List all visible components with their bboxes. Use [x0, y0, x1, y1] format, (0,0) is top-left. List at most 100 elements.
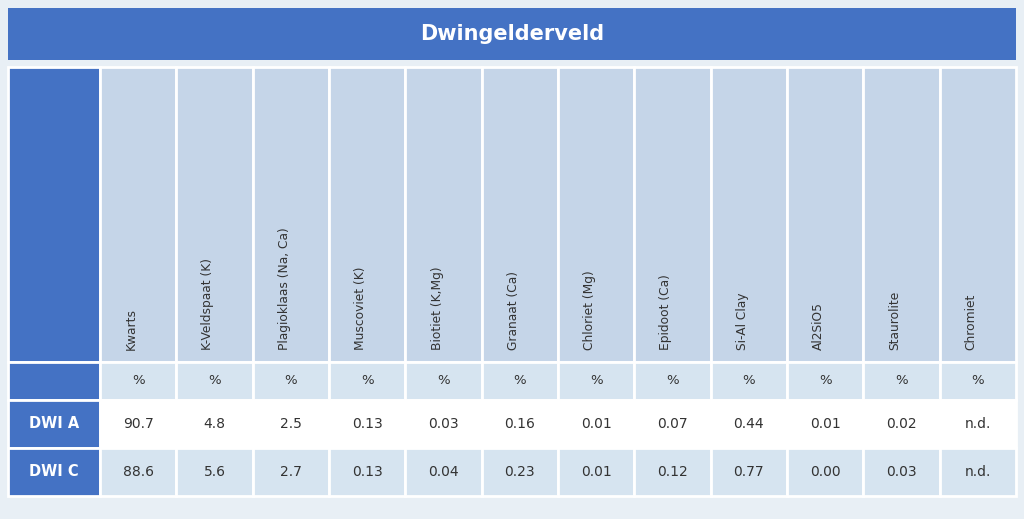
Text: 5.6: 5.6 — [204, 465, 225, 479]
Bar — [863, 448, 940, 496]
Bar — [100, 448, 176, 496]
Bar — [787, 448, 863, 496]
Text: 0.03: 0.03 — [886, 465, 916, 479]
Text: 0.01: 0.01 — [581, 465, 611, 479]
Text: 0.07: 0.07 — [657, 417, 688, 431]
Text: 2.7: 2.7 — [280, 465, 302, 479]
Bar — [558, 362, 634, 400]
Text: %: % — [513, 375, 526, 388]
Bar — [481, 400, 558, 448]
Bar — [8, 362, 100, 400]
Bar — [634, 362, 711, 400]
Text: 0.12: 0.12 — [657, 465, 688, 479]
Text: n.d.: n.d. — [965, 465, 991, 479]
Text: 0.02: 0.02 — [886, 417, 916, 431]
Bar — [253, 67, 329, 362]
Text: 0.77: 0.77 — [733, 465, 764, 479]
Text: DWI A: DWI A — [29, 417, 79, 431]
Text: 4.8: 4.8 — [204, 417, 225, 431]
Text: Chromiet: Chromiet — [965, 294, 978, 350]
Bar — [8, 448, 100, 496]
Bar — [787, 362, 863, 400]
Bar — [8, 400, 100, 448]
Bar — [253, 362, 329, 400]
Bar — [329, 400, 406, 448]
Bar — [940, 448, 1016, 496]
Bar — [634, 448, 711, 496]
Bar — [863, 400, 940, 448]
Bar — [711, 362, 787, 400]
Bar — [711, 67, 787, 362]
Text: %: % — [590, 375, 602, 388]
Text: 0.03: 0.03 — [428, 417, 459, 431]
Bar — [940, 362, 1016, 400]
Text: 0.44: 0.44 — [733, 417, 764, 431]
Text: n.d.: n.d. — [965, 417, 991, 431]
Bar — [406, 362, 481, 400]
Text: Chloriet (Mg): Chloriet (Mg) — [583, 270, 596, 350]
Text: 2.5: 2.5 — [280, 417, 302, 431]
Text: Epidoot (Ca): Epidoot (Ca) — [659, 274, 673, 350]
Text: Muscoviet (K): Muscoviet (K) — [354, 266, 368, 350]
Bar — [787, 67, 863, 362]
Text: %: % — [819, 375, 831, 388]
Bar — [406, 448, 481, 496]
Bar — [100, 400, 176, 448]
Bar — [8, 8, 1016, 60]
Text: 0.00: 0.00 — [810, 465, 841, 479]
Bar — [940, 400, 1016, 448]
Bar — [253, 448, 329, 496]
Text: 0.16: 0.16 — [505, 417, 536, 431]
Text: 88.6: 88.6 — [123, 465, 154, 479]
Bar — [558, 400, 634, 448]
Text: Staurolite: Staurolite — [889, 291, 901, 350]
Text: K-Veldspaat (K): K-Veldspaat (K) — [202, 258, 214, 350]
Bar — [481, 362, 558, 400]
Bar — [329, 448, 406, 496]
Bar — [406, 400, 481, 448]
Text: 0.13: 0.13 — [352, 417, 383, 431]
Bar — [176, 400, 253, 448]
Bar — [176, 362, 253, 400]
Bar — [711, 400, 787, 448]
Bar — [558, 67, 634, 362]
Bar — [329, 362, 406, 400]
Bar — [558, 448, 634, 496]
Bar — [481, 67, 558, 362]
Bar — [176, 67, 253, 362]
Text: Al2SiO5: Al2SiO5 — [812, 302, 825, 350]
Text: 0.04: 0.04 — [428, 465, 459, 479]
Bar — [406, 67, 481, 362]
Bar — [787, 400, 863, 448]
Text: %: % — [132, 375, 144, 388]
Bar — [940, 67, 1016, 362]
Text: 90.7: 90.7 — [123, 417, 154, 431]
Text: %: % — [895, 375, 908, 388]
Bar — [253, 400, 329, 448]
Text: 0.01: 0.01 — [581, 417, 611, 431]
Bar — [481, 448, 558, 496]
Bar — [634, 400, 711, 448]
Text: %: % — [972, 375, 984, 388]
Bar — [100, 362, 176, 400]
Text: Dwingelderveld: Dwingelderveld — [420, 24, 604, 44]
Text: DWI C: DWI C — [30, 465, 79, 480]
Bar — [329, 67, 406, 362]
Bar — [863, 362, 940, 400]
Text: %: % — [285, 375, 297, 388]
Text: %: % — [667, 375, 679, 388]
Bar — [863, 67, 940, 362]
Text: 0.01: 0.01 — [810, 417, 841, 431]
Bar — [8, 67, 100, 362]
Text: %: % — [208, 375, 221, 388]
Text: Biotiet (K,Mg): Biotiet (K,Mg) — [430, 266, 443, 350]
Bar — [100, 67, 176, 362]
Text: %: % — [437, 375, 450, 388]
Bar — [711, 448, 787, 496]
Text: 0.23: 0.23 — [505, 465, 536, 479]
Text: Granaat (Ca): Granaat (Ca) — [507, 271, 520, 350]
Text: Plagioklaas (Na, Ca): Plagioklaas (Na, Ca) — [278, 227, 291, 350]
Text: Si-Al Clay: Si-Al Clay — [736, 293, 749, 350]
Text: Kwarts: Kwarts — [125, 308, 138, 350]
Bar — [634, 67, 711, 362]
